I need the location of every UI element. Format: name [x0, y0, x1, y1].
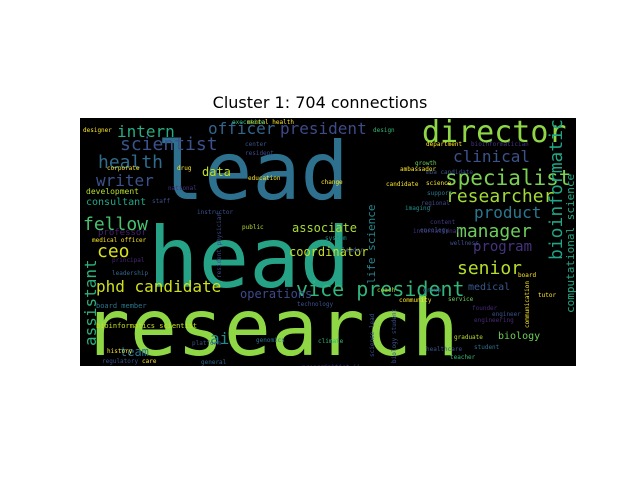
word-care: care — [142, 358, 157, 365]
word-resident: resident — [245, 150, 274, 157]
word-manager: manager — [456, 221, 532, 242]
word-medical: medical — [468, 282, 511, 293]
word-founder: founder — [472, 305, 498, 312]
word-support: support — [427, 190, 453, 197]
word-technology: technology — [297, 301, 334, 308]
word-climate: climate — [318, 338, 344, 345]
word-research: research — [83, 284, 459, 366]
word-researcher: researcher — [446, 186, 555, 207]
word-principal: principal — [112, 257, 145, 264]
word-oncology: oncology — [420, 227, 449, 234]
word-scientist: scientist — [120, 134, 218, 155]
word-history: history — [107, 348, 133, 355]
word-genomics: genomics — [256, 337, 285, 344]
word-staff: staff — [152, 198, 171, 205]
word-system: system — [325, 235, 347, 242]
word-phd-candidate: phd candidate — [96, 277, 222, 296]
word-drug: drug — [177, 165, 192, 172]
word-specialist: specialist — [445, 166, 572, 190]
word-consultant: consultant — [86, 197, 147, 208]
word-public: public — [242, 224, 264, 231]
word-communication: communication — [524, 281, 531, 328]
chart-title: Cluster 1: 704 connections — [212, 93, 428, 112]
word-international: international — [413, 228, 460, 235]
word-medical-officer: medical officer — [92, 237, 147, 244]
word-associate: associate — [292, 221, 358, 235]
word-ambassador: ambassador — [400, 166, 437, 173]
word-engineering: engineering — [474, 317, 514, 324]
word-team: team — [120, 345, 149, 359]
word-ai: ai — [210, 329, 230, 348]
word-coach: coach — [377, 287, 396, 294]
word-mental-health: mental health — [247, 119, 294, 126]
word-tutor: tutor — [538, 292, 557, 299]
word-wellness: wellness — [450, 240, 479, 247]
word-mba-candidate: mba candidate — [426, 169, 473, 176]
word-national: national — [168, 185, 197, 192]
word-resident-physician: resident physician — [216, 212, 223, 278]
word-lead: lead — [156, 125, 349, 218]
word-development: development — [86, 187, 139, 196]
word-fellow: fellow — [83, 214, 149, 235]
word-director: director — [422, 118, 567, 150]
word-imaging: imaging — [405, 205, 431, 212]
word-regulatory: regulatory — [102, 358, 139, 365]
word-corporate: corporate — [107, 165, 140, 172]
word-president: president — [280, 119, 367, 138]
word-science-lead: science lead — [369, 313, 376, 357]
word-department: department — [426, 141, 463, 148]
word-clinical: clinical — [453, 147, 531, 166]
word-product: product — [474, 203, 542, 222]
word-ceo: ceo — [97, 241, 130, 262]
word-education: education — [248, 175, 281, 182]
word-group: group — [423, 287, 442, 294]
word-candidate: candidate — [386, 181, 419, 188]
word-health: health — [98, 152, 164, 173]
word-bioinformatics-scientist: bioinformatics scientist — [96, 322, 198, 330]
word-board-member: board member — [96, 302, 147, 310]
word-general: general — [201, 359, 227, 366]
word-science: science — [426, 180, 452, 187]
word-service: service — [448, 296, 474, 303]
word-designer: designer — [83, 127, 112, 134]
word-graduate: graduate — [454, 334, 483, 341]
word-biology-student: biology student — [391, 308, 398, 363]
word-healthcare: healthcare — [426, 346, 463, 353]
word-biology: biology — [498, 331, 541, 342]
word-teacher: teacher — [450, 354, 476, 361]
word-professor: professor — [98, 228, 147, 238]
word-executive: executive — [232, 119, 265, 126]
word-scientist-ii: scientist ii — [317, 365, 360, 367]
word-instructor: instructor — [197, 209, 234, 216]
word-coordinator: coordinator — [289, 245, 369, 259]
word-regional: regional — [421, 200, 450, 207]
word-community: community — [399, 297, 432, 304]
word-computational-science: computational science — [564, 173, 576, 313]
word-design: design — [373, 127, 395, 134]
word-leader: leader — [342, 247, 364, 254]
word-operations: operations — [240, 287, 313, 301]
word-head: head — [148, 209, 351, 307]
word-writer: writer — [96, 171, 154, 190]
word-leadership: leadership — [112, 270, 149, 277]
word-cloud: research head lead director vice president se… — [80, 118, 576, 366]
word-student: student — [474, 344, 500, 351]
word-change: change — [321, 179, 343, 186]
word-content: content — [430, 219, 456, 226]
word-programming: programming — [302, 365, 342, 367]
word-life-science: life science — [365, 204, 378, 284]
word-bioinformatician: bioinformatician — [471, 141, 529, 148]
word-intern: intern — [117, 122, 175, 141]
word-engineer: engineer — [492, 311, 521, 318]
word-data: data — [202, 165, 231, 179]
word-senior: senior — [457, 258, 523, 279]
word-officer: officer — [208, 119, 276, 138]
word-vice-president: vice president — [296, 277, 465, 301]
word-growth: growth — [415, 160, 437, 167]
word-program: program — [473, 239, 533, 255]
word-platform: platform — [192, 340, 221, 347]
word-center: center — [245, 141, 267, 148]
word-board: board — [518, 272, 537, 279]
